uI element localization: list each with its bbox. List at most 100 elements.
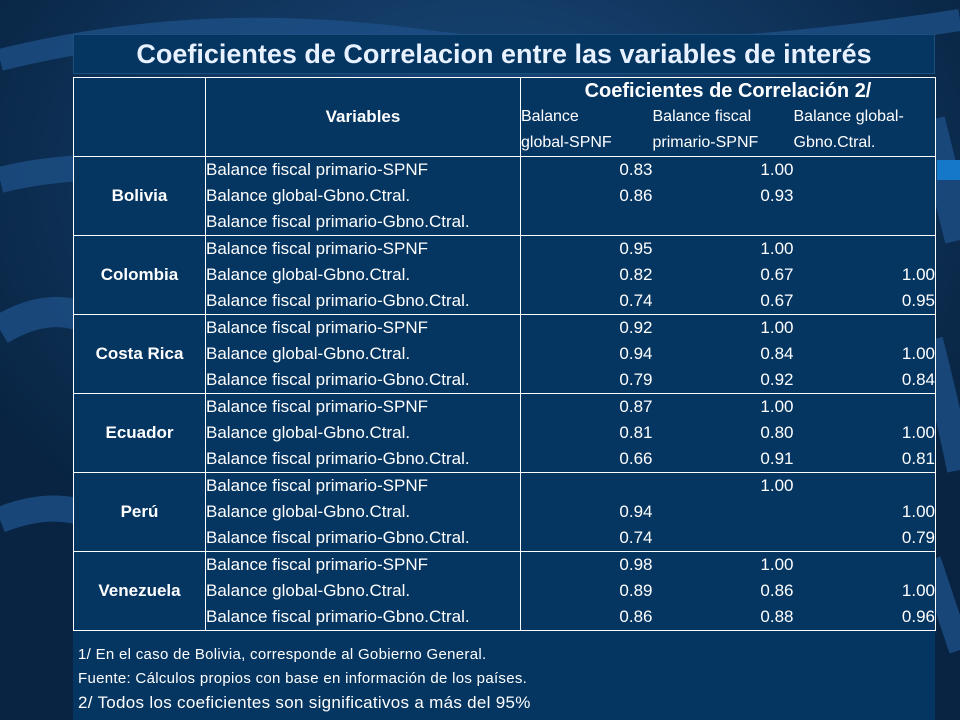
coef-cell: 0.86 xyxy=(520,604,653,631)
variable-cell: Balance fiscal primario-Gbno.Ctral. xyxy=(205,367,521,394)
coef-cell: 0.74 xyxy=(520,288,653,315)
coef-cell: 0.93 xyxy=(760,186,794,205)
coef-cell: 1.00 xyxy=(793,499,936,525)
variable-cell: Balance global-Gbno.Ctral. xyxy=(205,262,521,288)
table-row: Balance global-Gbno.Ctral. 0.81 0.80 1.00 xyxy=(74,420,936,446)
country-cell: Perú xyxy=(73,472,206,552)
coef-cell: 0.92 xyxy=(652,367,794,394)
coef-cell xyxy=(652,209,794,236)
coef-cell: 0.98 xyxy=(520,551,653,578)
coef-cell xyxy=(652,525,794,552)
header-corner-cell xyxy=(73,77,206,157)
variable-cell: Balance fiscal primario-Gbno.Ctral. xyxy=(205,446,521,473)
table-row: Balance fiscal primario-Gbno.Ctral. 0.66 0… xyxy=(74,446,936,473)
table-row: Balance global-Gbno.Ctral. 0.94 0.84 1.00 xyxy=(74,341,936,367)
col-header-2-line1: Balance fiscal xyxy=(652,108,752,125)
variable-cell: Balance fiscal primario-SPNF xyxy=(205,393,521,420)
variable-cell: Balance global-Gbno.Ctral. xyxy=(205,499,521,525)
coef-cell xyxy=(653,499,794,525)
table-row: Perú Balance fiscal primario-SPNF 1.00 xyxy=(73,472,936,552)
table-row: Balance fiscal primario-Gbno.Ctral. 0.79 0… xyxy=(74,367,936,394)
coef-cell: 0.91 xyxy=(652,446,794,473)
table-row: Balance global-Gbno.Ctral. 0.86 0.93 xyxy=(74,183,936,209)
coef-cell: 0.88 xyxy=(652,604,794,631)
footnote-1: 1/ En el caso de Bolivia, corresponde al… xyxy=(78,646,487,663)
coef-cell xyxy=(793,551,936,578)
variable-cell: Balance global-Gbno.Ctral. xyxy=(205,420,521,446)
variable-cell: Balance fiscal primario-Gbno.Ctral. xyxy=(205,209,521,236)
coef-cell: 0.84 xyxy=(793,367,936,394)
coef-cell: 0.92 xyxy=(520,314,653,341)
variable-cell: Balance fiscal primario-SPNF xyxy=(205,551,521,578)
slide-title: Coeficientes de Correlacion entre las va… xyxy=(73,34,935,74)
variable-cell: Balance fiscal primario-Gbno.Ctral. xyxy=(205,525,521,552)
variable-cell: Balance fiscal primario-SPNF xyxy=(205,156,521,183)
table-row: Ecuador Balance fiscal primario-SPNF 0.87 1… xyxy=(73,393,936,473)
coef-cell xyxy=(793,472,936,499)
footnote-source: Fuente: Cálculos propios con base en inf… xyxy=(78,670,528,687)
variable-cell: Balance global-Gbno.Ctral. xyxy=(205,578,521,604)
variable-cell: Balance fiscal primario-SPNF xyxy=(205,472,521,499)
country-cell: Colombia xyxy=(73,235,206,315)
coef-header: Coeficientes de Correlación 2/ xyxy=(520,77,936,104)
correlation-table: Variables Coeficientes de Correlación 2/… xyxy=(73,77,936,631)
table-row: Balance global-Gbno.Ctral. 0.89 0.86 1.00 xyxy=(74,578,936,604)
coef-cell: 1.00 xyxy=(652,314,794,341)
col-header-3-line2: Gbno.Ctral. xyxy=(793,130,936,157)
coef-cell: 1.00 xyxy=(652,393,794,420)
country-cell: Bolivia xyxy=(73,156,206,236)
footnotes: 1/ En el caso de Bolivia, corresponde al… xyxy=(78,643,928,715)
coef-cell: 0.95 xyxy=(793,288,936,315)
coef-cell: 0.82 xyxy=(520,262,653,288)
coef-cell: 1.00 xyxy=(652,472,794,499)
variable-cell: Balance fiscal primario-SPNF xyxy=(205,235,521,262)
table-row: Balance fiscal primario-Gbno.Ctral. 0.86 0… xyxy=(74,604,936,631)
variables-header: Variables xyxy=(205,77,521,157)
coef-cell: 0.67 xyxy=(760,265,794,284)
col-header-2-line2: primario-SPNF xyxy=(652,130,794,157)
coef-cell: 1.00 xyxy=(793,420,936,446)
coef-cell: 1.00 xyxy=(793,262,936,288)
coef-cell: 0.83 xyxy=(520,156,653,183)
coef-cell xyxy=(793,393,936,420)
coef-cell: 0.96 xyxy=(793,604,936,631)
coef-cell: 1.00 xyxy=(793,341,936,367)
coef-cell xyxy=(520,209,653,236)
coef-cell: 1.00 xyxy=(652,235,794,262)
coef-cell: 0.94 xyxy=(520,341,653,367)
table-row: Balance global-Gbno.Ctral. 0.94 1.00 xyxy=(74,499,936,525)
variable-cell: Balance global-Gbno.Ctral. xyxy=(205,341,521,367)
coef-cell: 0.84 xyxy=(760,344,794,363)
coef-cell: 0.74 xyxy=(520,525,653,552)
col-header-1-line2: global-SPNF xyxy=(520,130,653,157)
col-header-1-line1: Balance xyxy=(520,104,653,130)
coef-cell xyxy=(793,183,936,209)
country-cell: Ecuador xyxy=(73,393,206,473)
table-row: Bolivia Balance fiscal primario-SPNF 0.83 1… xyxy=(73,156,936,236)
coef-cell: 0.86 xyxy=(520,183,653,209)
country-cell: Costa Rica xyxy=(73,314,206,394)
coef-cell: 0.81 xyxy=(520,420,653,446)
coef-cell: 0.89 xyxy=(520,578,653,604)
coef-cell: 1.00 xyxy=(652,551,794,578)
table-row: Balance fiscal primario-Gbno.Ctral. 0.74 0… xyxy=(74,288,936,315)
table-row: Costa Rica Balance fiscal primario-SPNF 0.… xyxy=(73,314,936,394)
variable-cell: Balance global-Gbno.Ctral. xyxy=(205,183,521,209)
table-panel: Variables Coeficientes de Correlación 2/… xyxy=(73,77,936,720)
coef-cell: 1.00 xyxy=(793,578,936,604)
coef-cell: 1.00 xyxy=(652,156,794,183)
coef-cell: 0.95 xyxy=(520,235,653,262)
coef-cell: 0.66 xyxy=(520,446,653,473)
variable-cell: Balance fiscal primario-Gbno.Ctral. xyxy=(205,604,521,631)
coef-cell xyxy=(520,472,653,499)
coef-cell: 0.80 xyxy=(760,423,794,442)
table-row: Venezuela Balance fiscal primario-SPNF 0.9… xyxy=(73,551,936,631)
coef-cell: 0.79 xyxy=(793,525,936,552)
coef-cell: 0.81 xyxy=(793,446,936,473)
table-row: Colombia Balance fiscal primario-SPNF 0.95… xyxy=(73,235,936,315)
variable-cell: Balance fiscal primario-Gbno.Ctral. xyxy=(205,288,521,315)
coef-cell xyxy=(793,235,936,262)
col-header-3-line1: Balance global- xyxy=(793,104,936,130)
coef-cell: 0.87 xyxy=(520,393,653,420)
coef-cell: 0.94 xyxy=(520,499,653,525)
